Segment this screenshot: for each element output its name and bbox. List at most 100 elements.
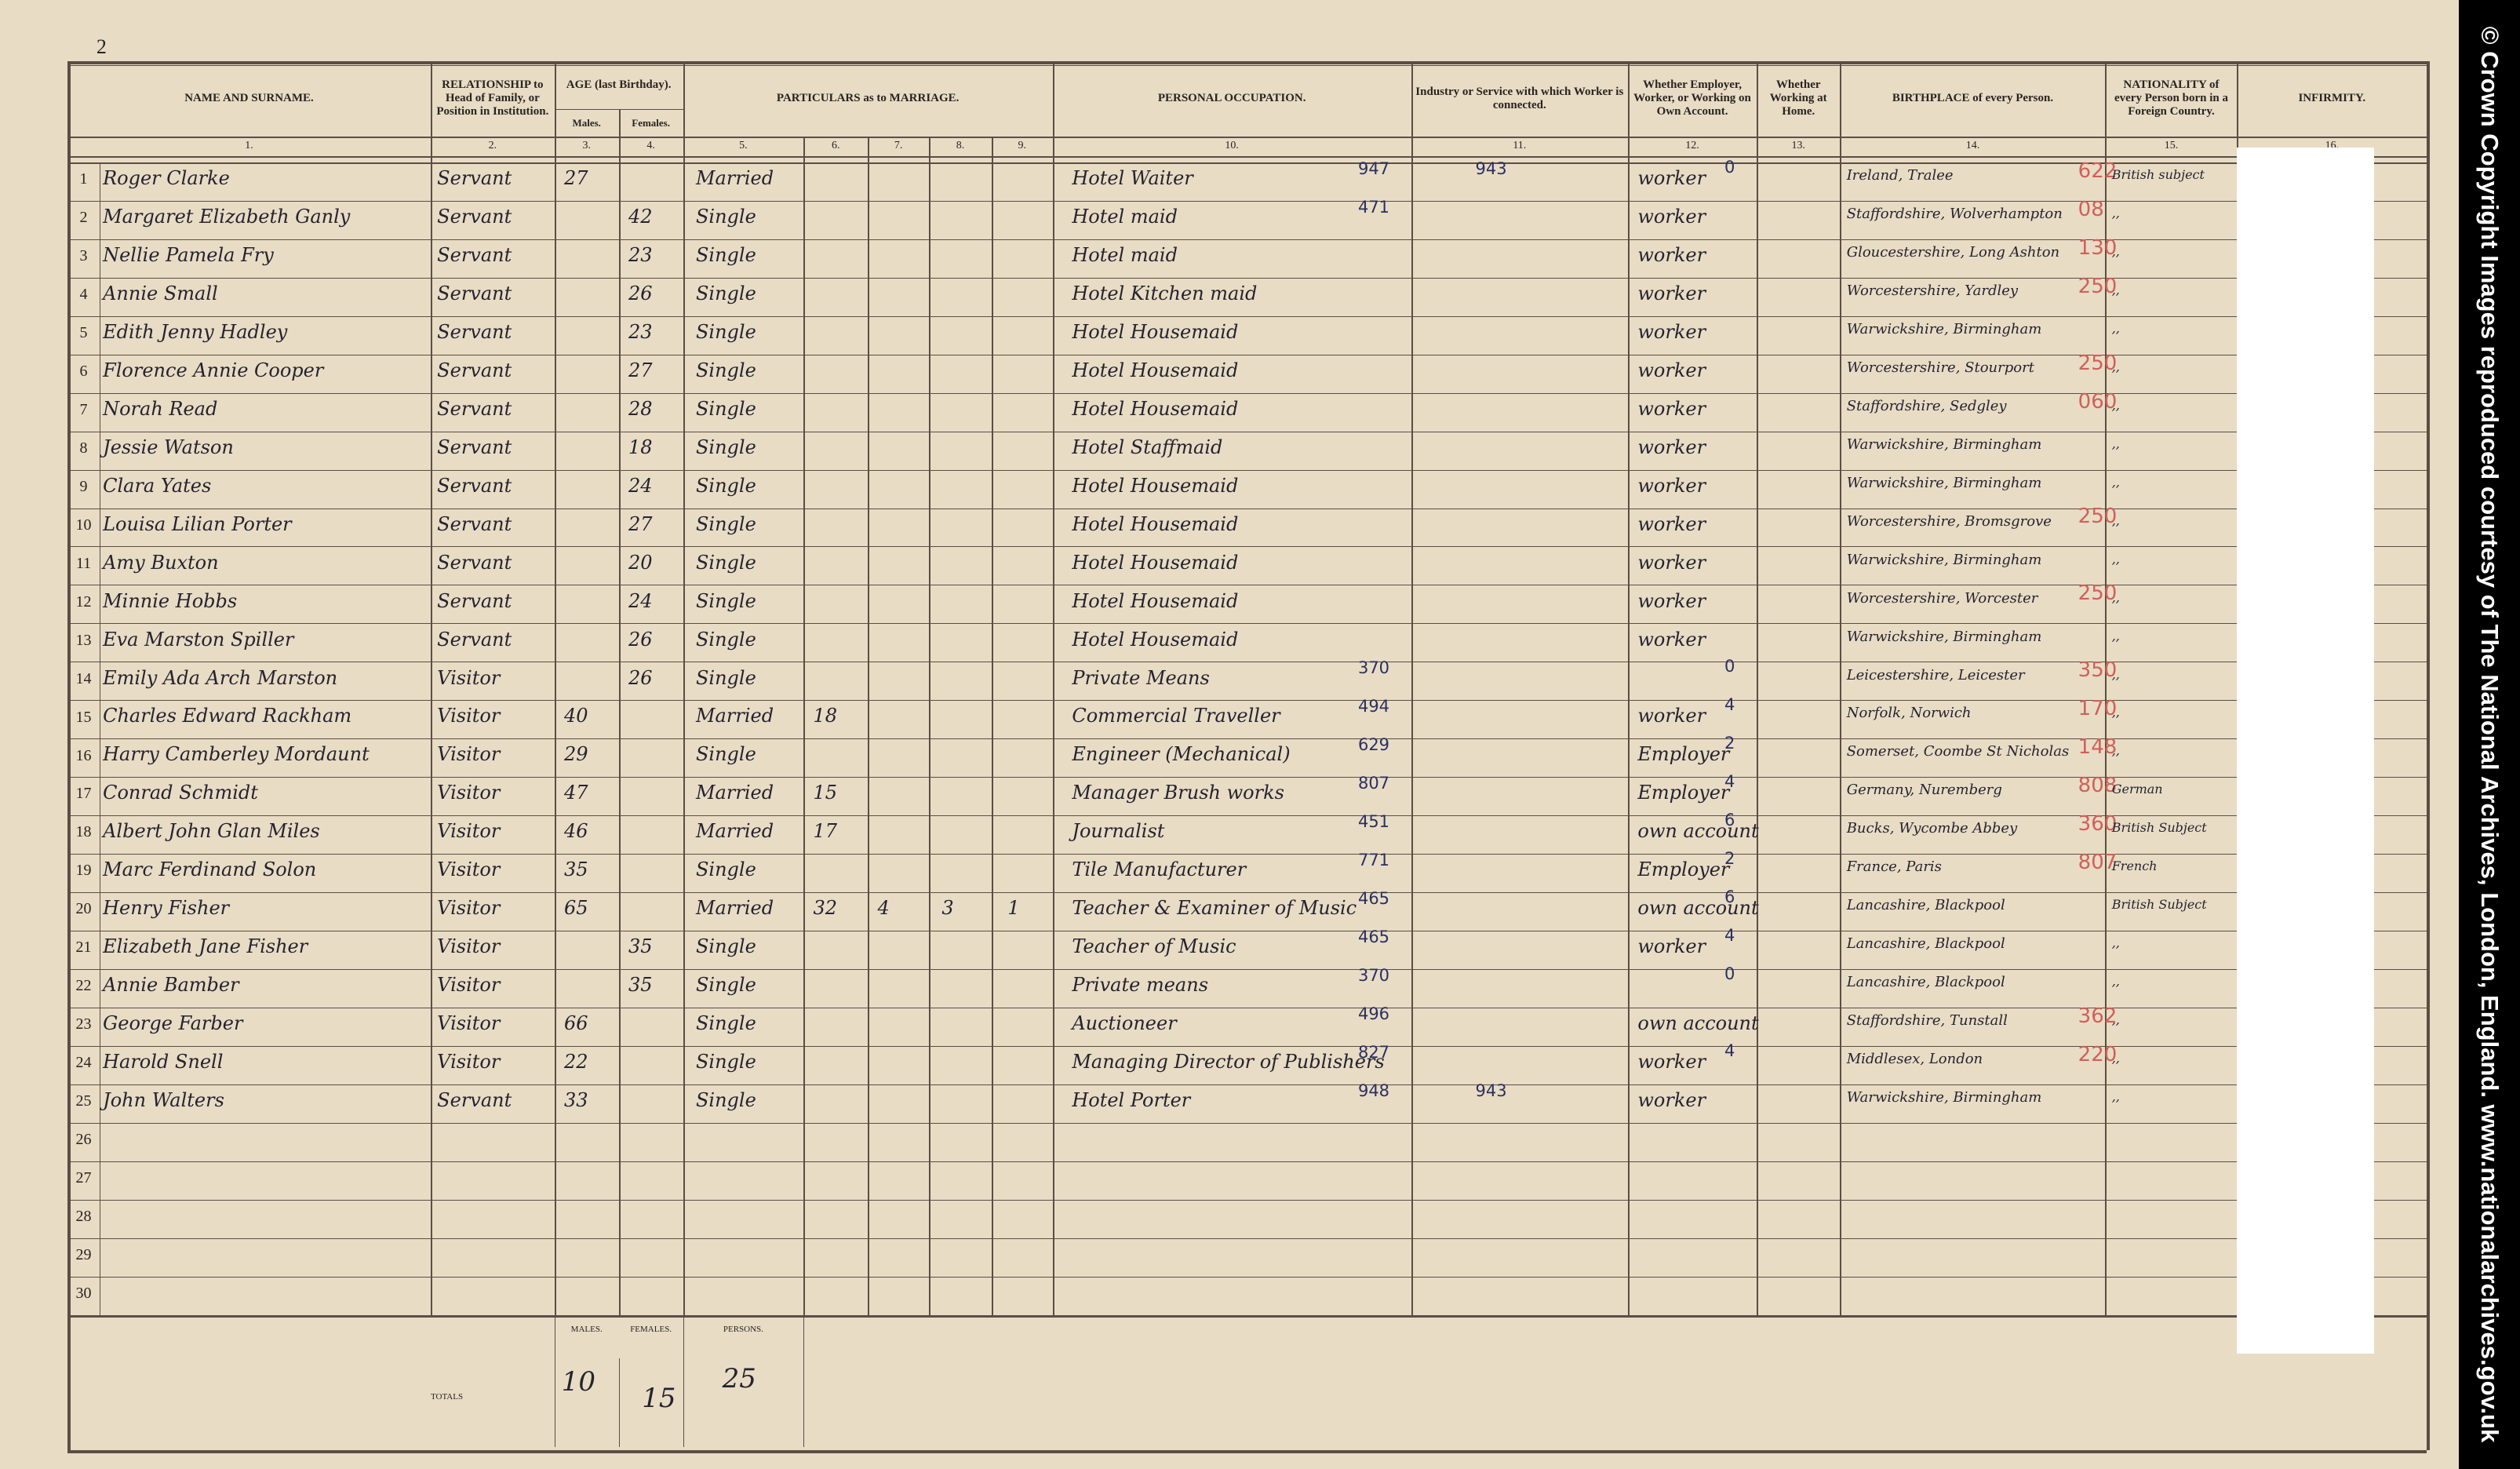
relationship: Servant (437, 628, 512, 651)
occupation: Teacher & Examiner of Music (1072, 897, 1357, 920)
birthplace-code: 362 (2078, 1004, 2118, 1028)
name: Harry Camberley Mordaunt (103, 743, 370, 766)
employment: worker (1637, 397, 1706, 420)
employment: Employer (1637, 858, 1730, 881)
birthplace: Staffordshire, Wolverhampton (1846, 205, 2063, 222)
vertical-rule (554, 60, 556, 1315)
column-heading: PARTICULARS as to MARRIAGE. (776, 92, 960, 105)
page-number: 2 (96, 35, 107, 59)
nationality: ,, (2111, 628, 2120, 643)
industry: 943 (1475, 159, 1507, 178)
total-males: 10 (561, 1366, 596, 1398)
horizontal-rule (67, 854, 2427, 855)
occupation: Manager Brush works (1072, 782, 1284, 804)
marriage: Single (695, 243, 756, 266)
birthplace-code: 360 (2078, 812, 2118, 837)
horizontal-rule (67, 1122, 2427, 1124)
column-heading: Males. (572, 117, 601, 129)
column-number: 4. (646, 140, 655, 152)
occupation: Hotel Housemaid (1072, 474, 1239, 497)
horizontal-rule (67, 777, 2427, 778)
row-number: 9 (79, 477, 88, 495)
relationship: Servant (437, 397, 512, 420)
birthplace: France, Paris (1846, 858, 1942, 876)
employment: worker (1637, 935, 1706, 958)
column-number: 1. (245, 140, 253, 152)
occupation: Hotel Housemaid (1072, 551, 1239, 574)
horizontal-rule (67, 277, 2427, 279)
occupation-code: 370 (1357, 965, 1390, 985)
occupation: Hotel Housemaid (1072, 359, 1239, 381)
nationality: ,, (2111, 243, 2120, 259)
birthplace-code: 807 (2078, 851, 2118, 875)
males: 66 (564, 1012, 588, 1035)
employment-code: 2 (1724, 849, 1735, 868)
marriage: Single (695, 743, 756, 766)
nationality: ,, (2111, 974, 2120, 990)
copyright-bar (2459, 0, 2520, 1469)
females: 24 (628, 474, 653, 497)
females: 26 (628, 628, 653, 651)
horizontal-rule (67, 738, 2427, 740)
relationship: Servant (437, 474, 512, 497)
employment-code: 0 (1724, 157, 1735, 177)
row-number: 14 (75, 669, 92, 687)
relationship: Visitor (437, 974, 501, 997)
horizontal-rule (67, 815, 2427, 817)
employment: worker (1637, 512, 1706, 535)
nationality: ,, (2111, 589, 2120, 605)
employment: own account (1637, 1012, 1759, 1035)
nationality: German (2111, 782, 2163, 797)
vertical-rule (1840, 60, 1842, 1315)
occupation: Hotel Housemaid (1072, 320, 1239, 343)
occupation-code: 948 (1357, 1081, 1390, 1100)
nationality: ,, (2111, 666, 2120, 682)
females: 18 (628, 436, 653, 458)
row-number: 1 (79, 170, 88, 188)
occupation-code: 807 (1357, 774, 1390, 793)
column-heading: RELATIONSHIP to Head of Family, or Posit… (436, 78, 549, 118)
marriage: Single (695, 666, 756, 689)
employment: worker (1637, 205, 1706, 228)
marriage: Single (695, 397, 756, 420)
name: John Walters (103, 1089, 224, 1112)
occupation: Tile Manufacturer (1072, 858, 1247, 881)
females: 20 (628, 551, 653, 574)
relationship: Visitor (437, 1012, 501, 1035)
nationality: British Subject (2111, 897, 2207, 913)
row-number: 22 (75, 977, 92, 995)
birthplace: Warwickshire, Birmingham (1846, 628, 2042, 645)
horizontal-rule (67, 60, 2427, 64)
occupation: Hotel maid (1072, 243, 1178, 266)
nationality: ,, (2111, 705, 2120, 720)
occupation-code: 827 (1357, 1042, 1390, 1062)
occupation: Journalist (1072, 820, 1165, 843)
years: 32 (813, 897, 838, 920)
column-heading: INFIRMITY. (2298, 92, 2366, 105)
horizontal-rule (554, 109, 683, 111)
employment: worker (1637, 1089, 1706, 1112)
birthplace-code: 08 (2078, 197, 2104, 221)
birthplace-code: 060 (2078, 389, 2118, 414)
totals-heading: MALES. (570, 1324, 603, 1334)
females: 23 (628, 320, 653, 343)
years: 15 (813, 782, 838, 804)
name: Henry Fisher (103, 897, 230, 920)
row-number: 28 (75, 1208, 92, 1225)
relationship: Visitor (437, 705, 501, 727)
name: Emily Ada Arch Marston (103, 666, 338, 689)
employment: Employer (1637, 743, 1730, 766)
marriage: Married (695, 897, 774, 920)
vertical-rule (683, 1314, 684, 1447)
row-number: 6 (79, 362, 88, 380)
occupation-code: 465 (1357, 889, 1390, 908)
column-number: 14. (1965, 140, 1980, 152)
row-number: 5 (79, 323, 88, 341)
occupation: Managing Director of Publishers (1072, 1051, 1385, 1074)
row-number: 18 (75, 823, 92, 841)
males: 47 (564, 782, 588, 804)
horizontal-rule (67, 1045, 2427, 1047)
females: 27 (628, 512, 653, 535)
birthplace: Warwickshire, Birmingham (1846, 1089, 2042, 1106)
